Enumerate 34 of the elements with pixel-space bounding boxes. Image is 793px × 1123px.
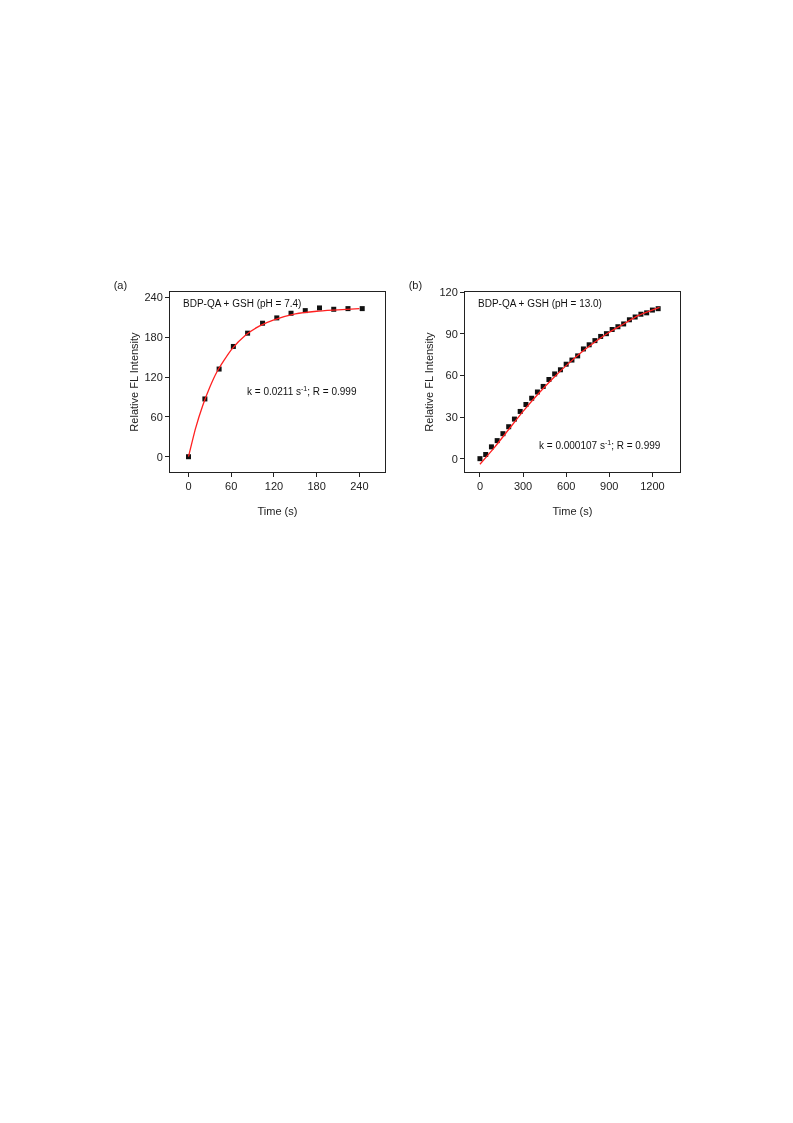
x-tick-label: 60 — [225, 480, 238, 493]
y-tick-label: 120 — [144, 370, 163, 383]
x-axis-title: Time (s) — [552, 505, 593, 517]
chart-title: (b) — [408, 279, 423, 292]
x-tick-label: 0 — [476, 480, 484, 493]
y-axis-title: Relative FL Intensity — [128, 331, 140, 432]
x-axis-title: Time (s) — [257, 505, 298, 517]
y-tick-label: 0 — [451, 452, 458, 465]
x-tick-label: 180 — [307, 480, 326, 493]
y-tick-label: 0 — [156, 450, 163, 463]
point — [477, 456, 483, 462]
annotation: BDP-QA + GSH (pH = 7.4) — [183, 298, 302, 309]
point — [359, 306, 365, 312]
x-tick-label: 120 — [264, 480, 284, 493]
x-tick-label: 0 — [185, 480, 192, 493]
y-tick-label: 30 — [445, 410, 458, 423]
x-tick-label: 1200 — [640, 480, 665, 493]
x-tick-label: 900 — [600, 480, 619, 493]
point — [488, 444, 494, 450]
annotation: k = 0.0211 s$^{-1}$; R = 0.999 — [247, 385, 357, 398]
y-axis-title: Relative FL Intensity — [423, 331, 435, 432]
y-tick-label: 120 — [439, 285, 458, 298]
y-tick-label: 90 — [445, 327, 458, 340]
x-tick-label: 240 — [350, 480, 369, 493]
x-tick-label: 600 — [557, 480, 576, 493]
y-tick-label: 60 — [445, 369, 458, 382]
y-tick-label: 240 — [144, 291, 163, 304]
y-tick-label: 180 — [144, 331, 163, 344]
annotation: BDP-QA + GSH (pH = 13.0) — [478, 298, 602, 309]
point — [317, 305, 322, 311]
annotation: k = 0.000107 s$^{-1}$; R = 0.999 — [539, 439, 661, 452]
chart-title: (a) — [113, 279, 128, 292]
y-tick-label: 60 — [150, 410, 163, 423]
x-tick-label: 300 — [513, 480, 533, 493]
